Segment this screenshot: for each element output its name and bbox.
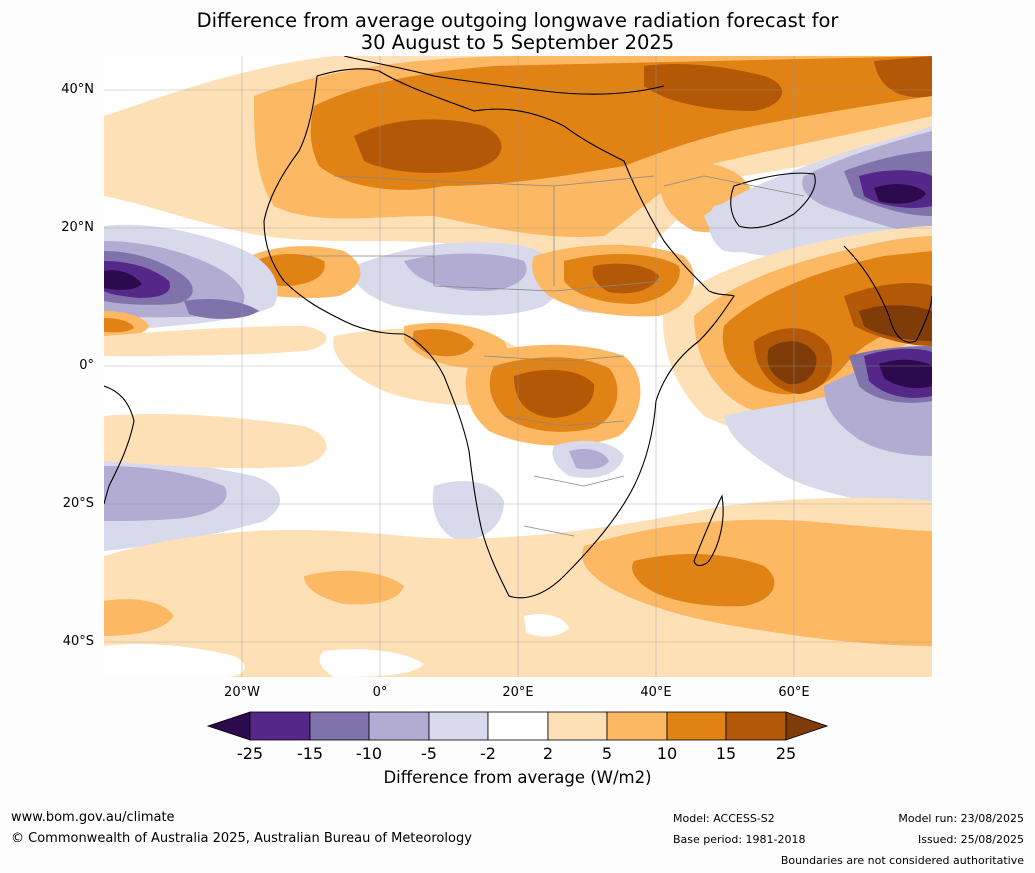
cool-anomaly-indian-ocean [724,346,932,506]
title-line-2: 30 August to 5 September 2025 [360,31,675,54]
graticule [104,56,932,677]
title-line-1: Difference from average outgoing longwav… [196,9,839,32]
country-borders [304,175,805,537]
lat-label-40s: 40°S [62,634,94,649]
colorbar-label: Difference from average (W/m2) [383,768,652,787]
colorbar-tick: 5 [601,744,613,763]
colorbar-tick: -5 [421,744,437,763]
colorbar-tick: -15 [296,744,324,763]
pale-warm-atlantic [104,414,327,469]
colorbar-bin-4 [428,711,489,741]
colorbar-bin-5 [487,711,549,741]
chart-title: Difference from average outgoing longwav… [0,10,1035,54]
warm-anomaly-central-africa [333,322,641,446]
colorbar-tick: 25 [775,744,797,763]
white-patch-atlantic [104,356,160,417]
website-link[interactable]: www.bom.gov.au/climate [11,810,175,825]
colorbar-tick: -2 [480,744,496,763]
lon-label-60e: 60°E [778,685,810,700]
lat-label-20s: 20°S [62,496,94,511]
coastlines [104,56,932,599]
model-name: Model: ACCESS-S2 [673,812,775,825]
disclaimer: Boundaries are not considered authoritat… [780,854,1024,867]
issued-date: Issued: 25/08/2025 [917,833,1024,846]
colorbar-tick: 2 [542,744,554,763]
lat-label-40n: 40°N [61,82,94,97]
colorbar-bin-2 [309,711,370,741]
colorbar-bin-3 [368,711,430,741]
colorbar-bin-8 [666,711,727,741]
colorbar-tick: -10 [355,744,383,763]
colorbar-tick: 15 [715,744,737,763]
lon-label-20w: 20°W [224,685,260,700]
colorbar-bin-7 [606,711,668,741]
copyright-text: © Commonwealth of Australia 2025, Austra… [11,831,472,846]
lon-label-20e: 20°E [502,685,534,700]
cool-anomaly-atlantic [104,224,327,356]
lat-label-0: 0° [79,358,94,373]
colorbar-bin-9 [725,711,787,741]
colorbar-bin-1 [249,711,311,741]
colorbar-bin-6 [547,711,608,741]
colorbar [207,711,828,741]
lon-label-0: 0° [372,685,388,700]
olr-anomaly-map [104,56,932,677]
lon-label-40e: 40°E [640,685,672,700]
cool-anomaly-arabia [704,126,932,256]
colorbar-extend-high [785,711,828,741]
cool-anomaly-south [104,440,624,551]
madagascar-outline [693,494,724,567]
colorbar-extend-low [207,711,251,741]
base-period: Base period: 1981-2018 [673,833,806,846]
colorbar-tick: -25 [236,744,264,763]
colorbar-tick: 10 [656,744,678,763]
lat-label-20n: 20°N [61,220,94,235]
model-run-date: Model run: 23/08/2025 [898,812,1024,825]
